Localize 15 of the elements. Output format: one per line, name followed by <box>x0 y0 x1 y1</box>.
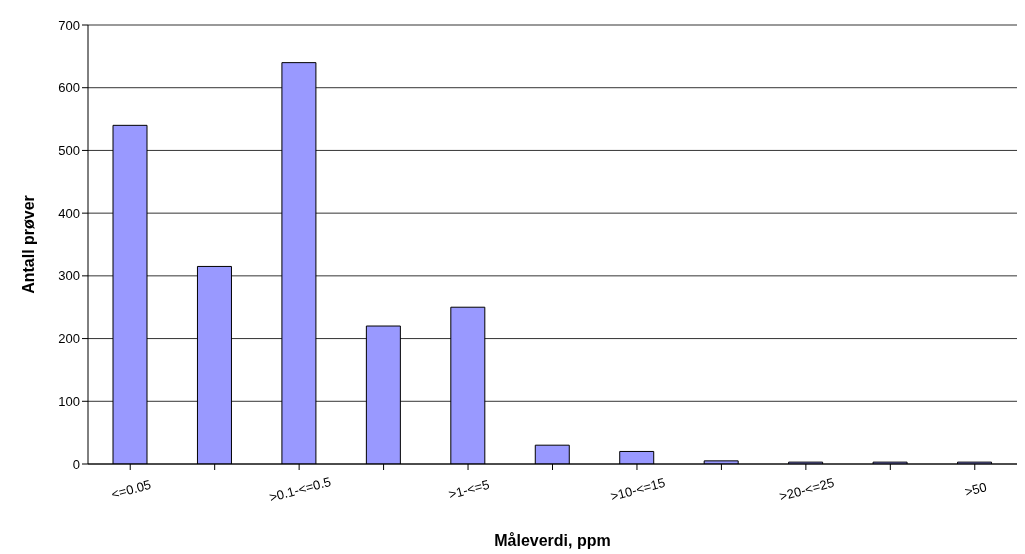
y-axis-title: Antall prøver <box>19 195 37 294</box>
y-tick-label: 400 <box>58 205 80 221</box>
y-tick-label: 500 <box>58 143 80 159</box>
x-tick-label: >1-<=5 <box>446 476 491 503</box>
y-tick-label: 700 <box>58 17 80 33</box>
y-tick-label: 600 <box>58 80 80 96</box>
y-tick-label: 300 <box>58 268 80 284</box>
x-tick-label: <=0.05 <box>109 476 153 502</box>
x-tick-label: >50 <box>963 479 989 500</box>
y-tick-label: 0 <box>72 456 80 472</box>
x-tick-label: >10-<=15 <box>608 474 667 504</box>
x-tick-label: >20-<=25 <box>777 474 836 504</box>
y-tick-label: 100 <box>58 393 80 409</box>
y-tick-label: 200 <box>58 331 80 347</box>
x-axis-title: Måleverdi, ppm <box>494 532 611 549</box>
